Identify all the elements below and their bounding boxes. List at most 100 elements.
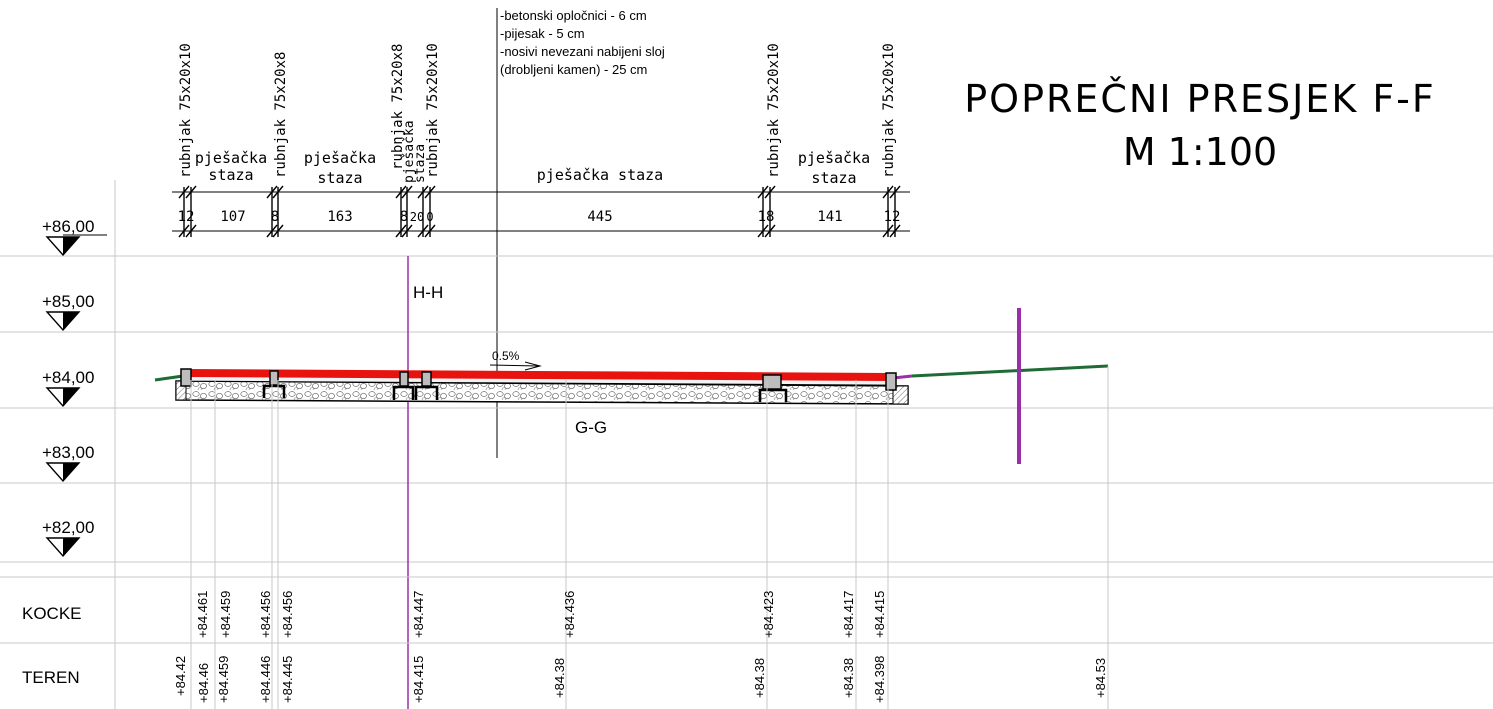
level-grid [0,255,1493,563]
layers-note: -betonski opločnici - 6 cm -pijesak - 5 … [500,8,665,77]
walkway-label: pješačka [304,149,376,167]
dimension-value: 18 [758,209,775,225]
curb-label: rubnjak 75x20x8 [273,52,289,178]
kocke-value: +84.415 [872,591,887,638]
curb-label: rubnjak 75x20x10 [766,43,782,178]
teren-value: +84.38 [841,658,856,698]
kocke-value: +84.447 [411,591,426,638]
walkway-label: pješačka [402,120,417,183]
teren-value: +84.46 [196,663,211,703]
slope-arrow-line [489,364,539,367]
table-row-label-teren: TEREN [22,668,80,687]
teren-value: +84.53 [1093,658,1108,698]
dimension-ticks [178,185,901,238]
dimension-value: 445 [587,209,612,225]
paving-layer [186,369,890,381]
level-label: +86,00 [42,217,94,236]
elevation-table: KOCKE TEREN [0,576,1493,687]
curb-label: rubnjak 75x20x10 [881,43,897,178]
level-marker: +85,00 [42,292,94,332]
layer-note-line: -pijesak - 5 cm [500,26,585,41]
walkway-label: staza [317,169,362,187]
curb [421,371,432,387]
level-marker: +82,00 [42,518,94,558]
table-row-label-kocke: KOCKE [22,604,82,623]
kocke-value: +84.423 [761,591,776,638]
walkway-label: pješačka staza [537,166,663,184]
level-triangle-fill [63,312,79,330]
teren-value: +84.38 [752,658,767,698]
curb [762,374,782,390]
curb [269,370,279,386]
dimension-value: 12 [178,209,195,225]
walkway-label: pješačka [798,149,870,167]
terrain-line-right [911,364,1109,378]
walkway-label: staza [811,169,856,187]
level-marker: +83,00 [42,443,94,483]
layer-note-line: -betonski opločnici - 6 cm [500,8,647,23]
curb-label: rubnjak 75x20x10 [178,43,194,178]
level-label: +83,00 [42,443,94,462]
level-triangle-fill [63,388,79,406]
kocke-value: +84.417 [841,591,856,638]
walkway-label: staza [413,144,428,183]
level-triangle-fill [63,463,79,481]
curb-foundation [414,385,439,400]
level-marker: +86,00 [42,217,107,257]
slope-indicator: 0.5% [489,349,542,371]
section-mark-upper: H-H [413,283,443,302]
teren-value: +84.445 [280,656,295,703]
curb-foundation [392,385,415,400]
curb-labels: rubnjak 75x20x10 rubnjak 75x20x8 rubnjak… [178,43,897,178]
station-lines [190,366,1109,709]
walkway-label: pješačka [195,149,267,167]
dimension-value: 163 [327,209,352,225]
scale-label: M 1:100 [1123,130,1277,174]
walkway-labels: pješačka staza pješačka staza pješačka s… [195,120,870,187]
teren-value: +84.415 [411,656,426,703]
kocke-values: +84.461 +84.459 +84.456 +84.456 +84.447 … [195,591,887,638]
level-label: +85,00 [42,292,94,311]
curb-label: rubnjak 75x20x10 [425,43,441,178]
level-marker: +84,00 [42,368,94,408]
teren-value: +84.398 [872,656,887,703]
section-mark-lower: G-G [575,418,607,437]
slope-arrow-icon [524,361,542,371]
kocke-value: +84.456 [280,591,295,638]
title-block: POPREČNI PRESJEK F-F M 1:100 [964,77,1436,174]
teren-value: +84.42 [173,656,188,696]
dimension-value: 8 [400,209,408,225]
curb [399,371,409,387]
dimension-lines [172,185,910,238]
level-triangle-fill [63,538,79,556]
dimension-value: 20 [410,210,424,224]
level-label: +84,00 [42,368,94,387]
teren-value: +84.38 [552,658,567,698]
level-triangle-fill [63,237,79,255]
section-title: POPREČNI PRESJEK F-F [964,77,1436,121]
walkway-label: staza [208,166,253,184]
layer-note-line: (drobljeni kamen) - 25 cm [500,62,647,77]
kocke-value: +84.436 [562,591,577,638]
dimension-value: 8 [271,209,279,225]
kocke-value: +84.459 [218,591,233,638]
kocke-value: +84.456 [258,591,273,638]
curb-label: rubnjak 75x20x8 [390,44,406,170]
dimension-value: 107 [220,209,245,225]
curb-right [885,372,897,391]
teren-value: +84.446 [258,656,273,703]
level-label: +82,00 [42,518,94,537]
dimension-values: 12 107 8 163 8 20 0 445 18 141 12 [178,209,901,225]
terrain-line-left [154,374,184,382]
layer-note-line: -nosivi nevezani nabijeni sloj [500,44,665,59]
teren-values: +84.42 +84.46 +84.459 +84.446 +84.445 +8… [173,656,1108,703]
curb-foundation [758,388,788,402]
dimension-value: 12 [884,209,901,225]
teren-value: +84.459 [216,656,231,703]
curb-foundation [262,384,286,398]
slope-label: 0.5% [492,349,520,363]
curb-left [180,368,192,387]
dimension-value: 0 [426,210,433,224]
kocke-value: +84.461 [195,591,210,638]
